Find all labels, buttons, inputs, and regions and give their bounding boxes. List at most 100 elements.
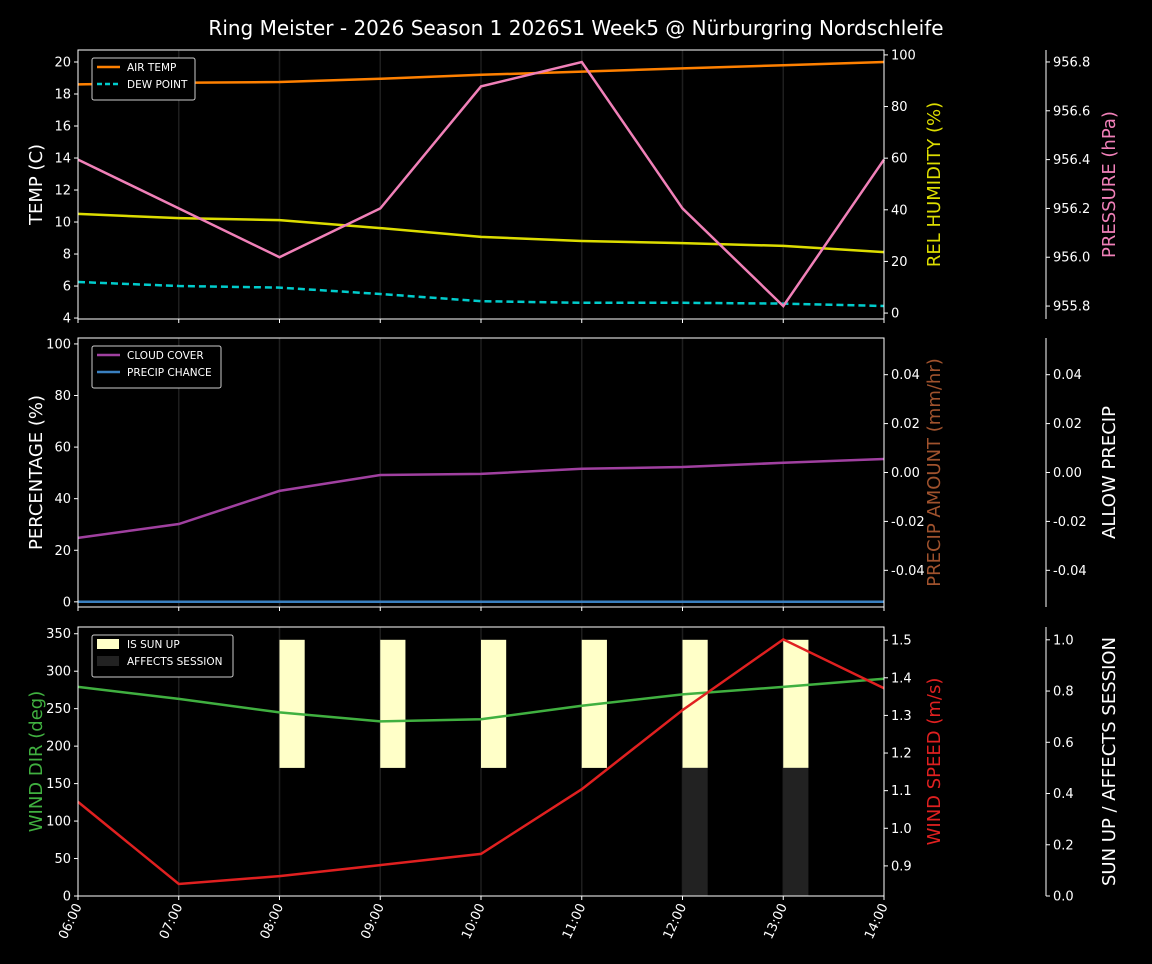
y-tick-label: 200 (46, 740, 71, 755)
y-tick-label: 150 (46, 777, 71, 792)
series-line-pressure (77, 60, 886, 309)
legend-label: AIR TEMP (127, 62, 176, 74)
x-tick-label: 10:00 (459, 901, 488, 941)
legend-label: IS SUN UP (127, 639, 180, 651)
y-tick-label: 4 (63, 312, 71, 327)
y-tick-label: 60 (891, 152, 908, 167)
y-tick-label: 1.3 (891, 709, 912, 724)
y-tick-label: 0.0 (1053, 890, 1074, 905)
y-axis-label: PERCENTAGE (%) (26, 395, 47, 550)
y-axis-label: TEMP (C) (26, 144, 47, 226)
y-tick-label: 956.2 (1053, 202, 1090, 217)
y-tick-label: 0.9 (891, 859, 912, 874)
y-tick-label: 955.8 (1053, 300, 1090, 315)
y-tick-label: 0.8 (1053, 685, 1074, 700)
x-tick-label: 09:00 (358, 901, 387, 941)
y-tick-label: 0.04 (1053, 368, 1082, 383)
series-line-air-temp (77, 60, 885, 86)
y-tick-label: 0.02 (891, 417, 920, 432)
y-tick-label: 300 (46, 665, 71, 680)
bar-is-sun-up (481, 639, 507, 768)
y-tick-label: 350 (46, 627, 71, 642)
y-tick-label: 956.4 (1053, 153, 1090, 168)
y-axis-label: REL HUMIDITY (%) (924, 102, 945, 267)
panel-2: 0 20 40 60 80 100 PERCENTAGE (%) -0.04 -0.02 0.00… (26, 337, 1120, 611)
y-tick-label: 20 (891, 255, 908, 270)
y-tick-label: 6 (63, 280, 71, 295)
bar-is-sun-up (682, 639, 708, 768)
x-tick-label: 12:00 (661, 901, 690, 941)
y-tick-label: 100 (46, 337, 71, 352)
y-tick-label: 40 (54, 492, 71, 507)
y-tick-label: 250 (46, 702, 71, 717)
series-line-rel-humidity (77, 212, 885, 254)
series-line-cloud-cover (77, 457, 885, 540)
y-axis-label: WIND SPEED (m/s) (924, 678, 945, 846)
y-tick-label: 0.4 (1053, 787, 1074, 802)
y-tick-label: 0 (63, 890, 71, 905)
y-tick-label: 1.0 (891, 822, 912, 837)
y-tick-label: 956.0 (1053, 251, 1090, 266)
y-tick-label: 14 (54, 152, 71, 167)
y-tick-label: 50 (54, 852, 71, 867)
y-tick-label: 20 (54, 544, 71, 559)
x-tick-label: 07:00 (157, 901, 186, 941)
bar-is-sun-up (380, 639, 406, 768)
bar-is-sun-up (279, 639, 305, 768)
y-tick-label: 60 (54, 441, 71, 456)
y-tick-label: 10 (54, 216, 71, 231)
y-tick-label: 100 (46, 815, 71, 830)
y-tick-label: 1.2 (891, 747, 912, 762)
legend-swatch (97, 639, 119, 649)
y-tick-label: 0.2 (1053, 838, 1074, 853)
legend: CLOUD COVER PRECIP CHANCE (91, 345, 222, 389)
series-line-wind-dir (77, 677, 885, 723)
y-tick-label: 40 (891, 203, 908, 218)
y-tick-label: 80 (54, 389, 71, 404)
bar-affects-session (783, 767, 809, 896)
y-tick-label: 0.00 (1053, 466, 1082, 481)
x-tick-label: 06:00 (56, 901, 85, 941)
legend: AIR TEMP DEW POINT (91, 57, 196, 101)
legend-swatch (97, 656, 119, 666)
bar-is-sun-up (783, 639, 809, 768)
y-tick-label: 1.4 (891, 671, 912, 686)
y-tick-label: 80 (891, 100, 908, 115)
legend: IS SUN UP AFFECTS SESSION (91, 634, 234, 678)
legend-label: PRECIP CHANCE (127, 367, 212, 379)
y-tick-label: 0.02 (1053, 417, 1082, 432)
y-tick-label: 0.6 (1053, 736, 1074, 751)
y-tick-label: 12 (54, 184, 71, 199)
panel-3: 0 50 100 150 200 250 300 350 WIND DIR (deg) 0.9 1.… (26, 626, 1120, 942)
y-axis-label: WIND DIR (deg) (26, 691, 47, 833)
y-axis-label: SUN UP / AFFECTS SESSION (1099, 637, 1120, 886)
y-tick-label: 16 (54, 120, 71, 135)
chart-title: Ring Meister - 2026 Season 1 2026S1 Week… (208, 16, 943, 40)
y-tick-label: 0 (63, 595, 71, 610)
x-tick-label: 11:00 (560, 901, 589, 941)
x-tick-label: 13:00 (761, 901, 790, 941)
y-tick-label: 0.00 (891, 466, 920, 481)
y-tick-label: -0.04 (891, 564, 925, 579)
y-tick-label: -0.04 (1053, 564, 1087, 579)
legend-label: DEW POINT (127, 79, 188, 91)
y-axis-label: ALLOW PRECIP (1099, 406, 1120, 539)
legend-label: AFFECTS SESSION (127, 656, 223, 668)
y-tick-label: 0.04 (891, 368, 920, 383)
y-tick-label: 100 (891, 48, 916, 63)
y-tick-label: -0.02 (891, 515, 925, 530)
y-tick-label: -0.02 (1053, 515, 1087, 530)
y-tick-label: 20 (54, 56, 71, 71)
x-tick-label: 14:00 (862, 901, 891, 941)
y-tick-label: 1.0 (1053, 633, 1074, 648)
y-tick-label: 956.6 (1053, 104, 1090, 119)
y-axis-label: PRECIP AMOUNT (mm/hr) (924, 358, 945, 587)
y-tick-label: 18 (54, 88, 71, 103)
y-tick-label: 1.5 (891, 634, 912, 649)
y-tick-label: 1.1 (891, 784, 912, 799)
x-tick-label: 08:00 (258, 901, 287, 941)
y-tick-label: 8 (63, 248, 71, 263)
y-tick-label: 0 (891, 307, 899, 322)
y-axis-label: PRESSURE (hPa) (1099, 111, 1120, 258)
